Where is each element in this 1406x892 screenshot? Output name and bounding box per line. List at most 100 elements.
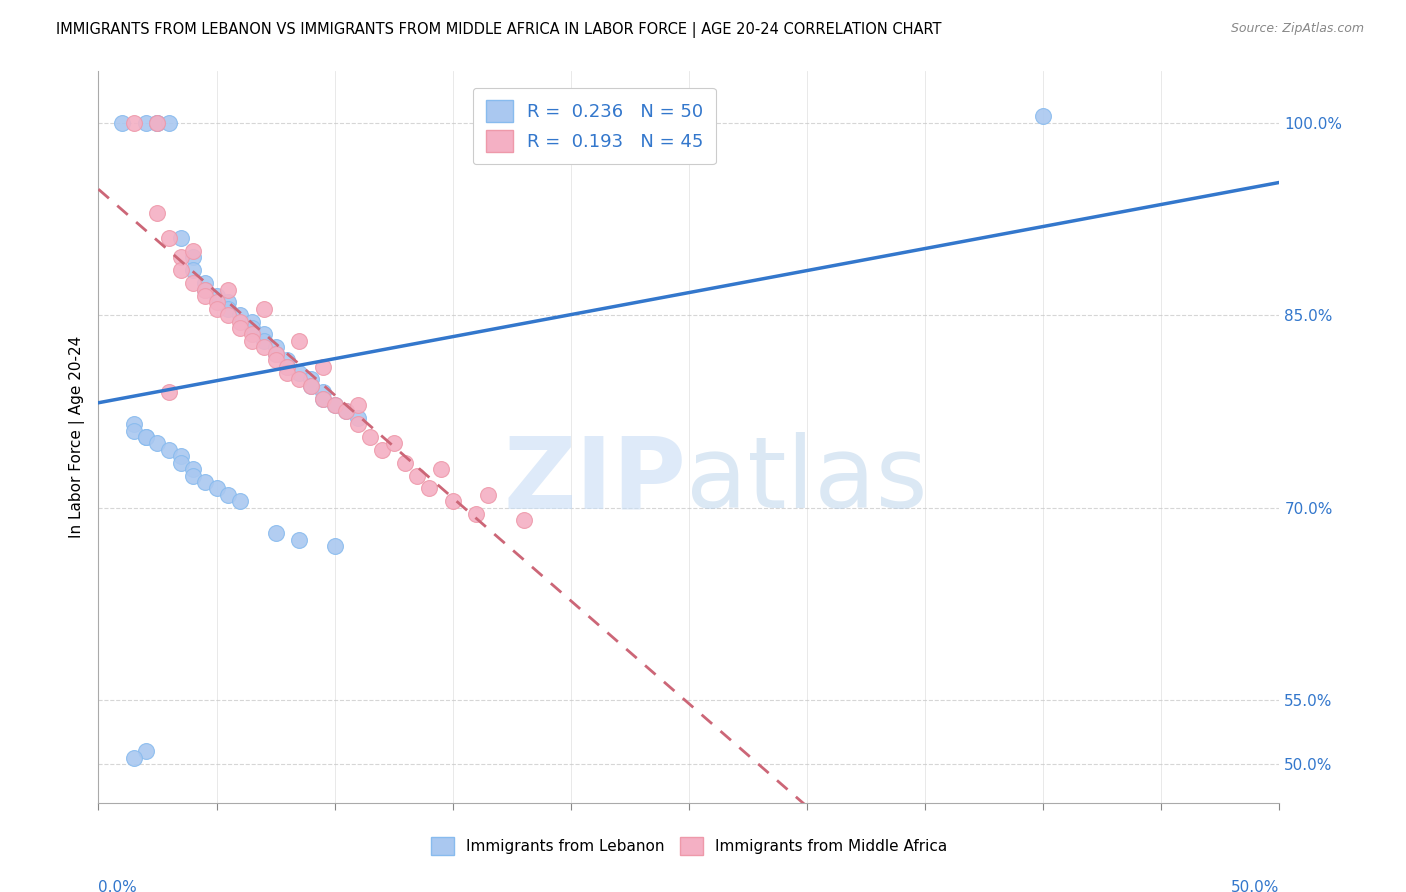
Point [253,301,276,316]
Point [217,295,239,310]
Point [253,340,276,354]
Point [253,334,276,348]
Point [229,308,252,322]
Text: IMMIGRANTS FROM LEBANON VS IMMIGRANTS FROM MIDDLE AFRICA IN LABOR FORCE | AGE 20: IMMIGRANTS FROM LEBANON VS IMMIGRANTS FR… [56,22,942,38]
Point [347,398,370,412]
Point [418,482,440,496]
Point [170,263,193,277]
Point [312,392,335,406]
Point [146,116,169,130]
Point [181,468,204,483]
Point [264,340,287,354]
Point [170,251,193,265]
Point [299,372,322,386]
Point [205,289,228,303]
Point [181,244,204,258]
Point [157,442,180,457]
Point [122,751,145,765]
Point [157,385,180,400]
Text: 50.0%: 50.0% [1232,880,1279,892]
Point [181,263,204,277]
Point [276,359,298,374]
Point [430,462,453,476]
Point [312,385,335,400]
Point [323,539,346,553]
Legend: Immigrants from Lebanon, Immigrants from Middle Africa: Immigrants from Lebanon, Immigrants from… [425,831,953,861]
Point [157,116,180,130]
Point [146,116,169,130]
Point [394,456,416,470]
Point [288,372,311,386]
Point [135,430,157,444]
Point [240,327,263,342]
Point [194,289,217,303]
Point [477,488,499,502]
Point [135,116,157,130]
Point [312,392,335,406]
Point [240,315,263,329]
Point [264,353,287,368]
Point [194,283,217,297]
Point [146,116,169,130]
Point [512,514,534,528]
Point [264,346,287,360]
Point [181,276,204,290]
Point [406,468,429,483]
Point [1032,109,1054,123]
Point [111,116,134,130]
Point [135,744,157,758]
Point [264,526,287,541]
Point [276,366,298,380]
Point [441,494,464,508]
Point [217,308,239,322]
Text: 0.0%: 0.0% [98,880,138,892]
Point [157,231,180,245]
Point [382,436,405,450]
Y-axis label: In Labor Force | Age 20-24: In Labor Force | Age 20-24 [69,336,84,538]
Point [229,321,252,335]
Point [181,462,204,476]
Point [170,456,193,470]
Point [217,301,239,316]
Point [288,334,311,348]
Point [194,283,217,297]
Point [299,378,322,392]
Point [240,321,263,335]
Point [229,315,252,329]
Point [194,276,217,290]
Point [335,404,357,418]
Point [135,430,157,444]
Point [146,436,169,450]
Point [205,295,228,310]
Point [205,482,228,496]
Point [253,327,276,342]
Point [205,301,228,316]
Point [194,475,217,489]
Point [347,410,370,425]
Text: ZIP: ZIP [503,433,686,530]
Point [217,488,239,502]
Point [264,346,287,360]
Point [335,404,357,418]
Point [122,116,145,130]
Point [288,366,311,380]
Point [217,283,239,297]
Point [229,494,252,508]
Point [465,507,488,521]
Point [181,251,204,265]
Point [323,398,346,412]
Point [240,334,263,348]
Point [323,398,346,412]
Point [276,353,298,368]
Point [288,533,311,547]
Point [276,359,298,374]
Point [146,205,169,219]
Text: atlas: atlas [686,433,928,530]
Point [312,359,335,374]
Point [122,417,145,432]
Point [359,430,381,444]
Point [299,378,322,392]
Point [122,424,145,438]
Text: Source: ZipAtlas.com: Source: ZipAtlas.com [1230,22,1364,36]
Point [347,417,370,432]
